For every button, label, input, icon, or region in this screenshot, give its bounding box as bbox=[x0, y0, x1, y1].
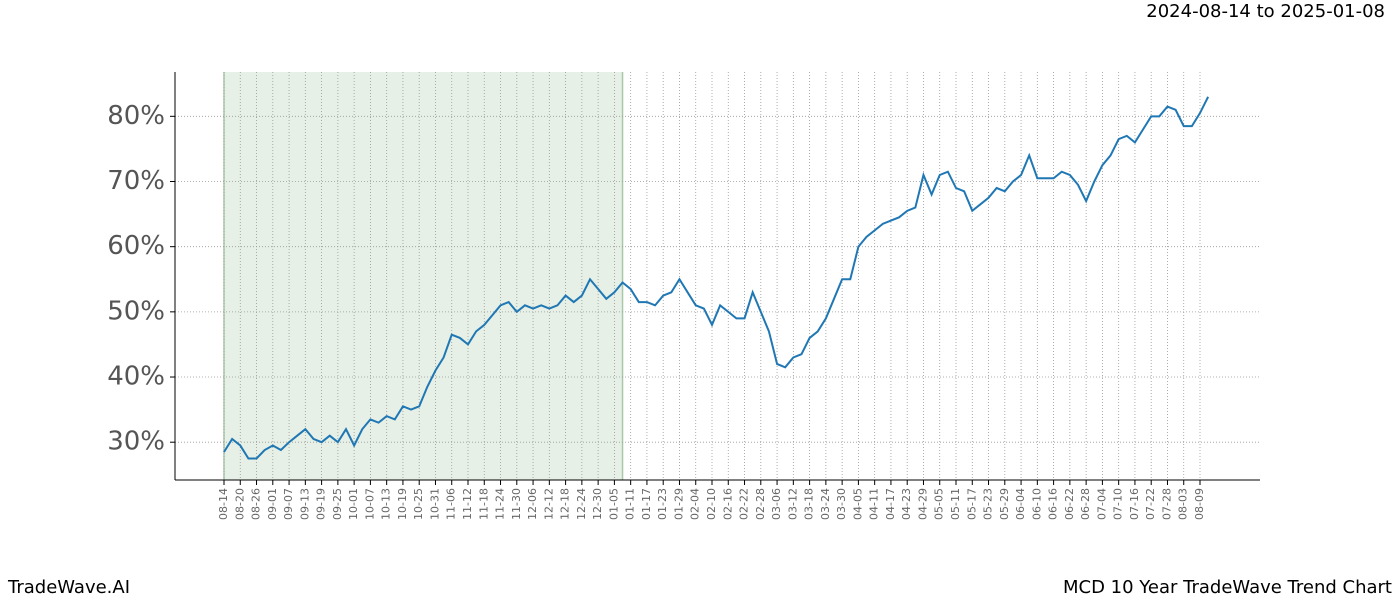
x-tick-label: 11-12 bbox=[461, 488, 474, 520]
x-tick-label: 10-07 bbox=[363, 488, 376, 520]
x-tick-label: 07-04 bbox=[1095, 488, 1108, 520]
x-tick-label: 02-22 bbox=[738, 488, 751, 520]
x-tick-label: 07-28 bbox=[1160, 488, 1173, 520]
x-tick-label: 11-30 bbox=[510, 488, 523, 520]
x-tick-label: 04-17 bbox=[884, 488, 897, 520]
x-tick-label: 12-18 bbox=[559, 488, 572, 520]
x-tick-label: 03-24 bbox=[819, 488, 832, 520]
y-tick-label: 60% bbox=[107, 231, 165, 261]
x-tick-label: 11-24 bbox=[494, 488, 507, 520]
y-tick-label: 80% bbox=[107, 101, 165, 131]
date-range: 2024-08-14 to 2025-01-08 bbox=[1146, 1, 1385, 22]
x-tick-label: 08-26 bbox=[250, 488, 263, 520]
x-tick-label: 12-06 bbox=[526, 488, 539, 520]
x-tick-label: 06-10 bbox=[1030, 488, 1043, 520]
x-tick-label: 10-19 bbox=[396, 488, 409, 520]
x-tick-label: 01-11 bbox=[624, 488, 637, 520]
x-tick-label: 09-13 bbox=[298, 488, 311, 520]
x-tick-label: 02-04 bbox=[689, 488, 702, 520]
source: TradeWave.AI bbox=[7, 577, 130, 598]
chart-title: MCD 10 Year TradeWave Trend Chart bbox=[1063, 577, 1392, 598]
y-tick-label: 50% bbox=[107, 296, 165, 326]
x-tick-label: 06-16 bbox=[1047, 488, 1060, 520]
x-tick-label: 01-23 bbox=[656, 488, 669, 520]
x-tick-label: 07-10 bbox=[1112, 488, 1125, 520]
x-tick-label: 08-03 bbox=[1177, 488, 1190, 520]
x-tick-label: 05-17 bbox=[965, 488, 978, 520]
shaded-region bbox=[224, 72, 623, 480]
x-tick-label: 10-31 bbox=[428, 488, 441, 520]
x-tick-label: 11-18 bbox=[477, 488, 490, 520]
x-tick-label: 07-16 bbox=[1128, 488, 1141, 520]
y-tick-label: 40% bbox=[107, 362, 165, 392]
x-tick-label: 06-28 bbox=[1079, 488, 1092, 520]
x-tick-label: 08-09 bbox=[1193, 488, 1206, 520]
x-tick-label: 04-23 bbox=[900, 488, 913, 520]
x-tick-label: 01-05 bbox=[607, 488, 620, 520]
y-tick-label: 70% bbox=[107, 166, 165, 196]
x-tick-label: 02-10 bbox=[705, 488, 718, 520]
x-tick-label: 10-25 bbox=[412, 488, 425, 520]
x-tick-label: 08-14 bbox=[217, 488, 230, 520]
x-tick-label: 05-05 bbox=[933, 488, 946, 520]
x-tick-label: 04-29 bbox=[916, 488, 929, 520]
x-tick-label: 03-12 bbox=[786, 488, 799, 520]
x-tick-label: 05-29 bbox=[998, 488, 1011, 520]
x-tick-label: 01-17 bbox=[640, 488, 653, 520]
x-tick-label: 10-01 bbox=[347, 488, 360, 520]
x-tick-label: 03-18 bbox=[803, 488, 816, 520]
x-tick-label: 12-24 bbox=[575, 488, 588, 520]
x-tick-label: 03-30 bbox=[835, 488, 848, 520]
x-tick-label: 09-07 bbox=[282, 488, 295, 520]
x-tick-label: 02-16 bbox=[721, 488, 734, 520]
x-tick-label: 12-30 bbox=[591, 488, 604, 520]
trend-line bbox=[223, 96, 1210, 460]
x-tick-label: 09-25 bbox=[331, 488, 344, 520]
x-tick-label: 05-11 bbox=[949, 488, 962, 520]
x-tick-label: 04-11 bbox=[868, 488, 881, 520]
x-tick-label: 09-19 bbox=[315, 488, 328, 520]
x-tick-label: 02-28 bbox=[754, 488, 767, 520]
x-tick-label: 07-22 bbox=[1144, 488, 1157, 520]
x-tick-label: 05-23 bbox=[982, 488, 995, 520]
x-tick-label: 06-22 bbox=[1063, 488, 1076, 520]
x-tick-label: 01-29 bbox=[672, 488, 685, 520]
y-tick-label: 30% bbox=[107, 427, 165, 457]
x-tick-label: 12-12 bbox=[542, 488, 555, 520]
x-tick-label: 04-05 bbox=[851, 488, 864, 520]
x-tick-label: 11-06 bbox=[445, 488, 458, 520]
x-tick-label: 06-04 bbox=[1014, 488, 1027, 520]
x-tick-label: 09-01 bbox=[266, 488, 279, 520]
x-tick-label: 03-06 bbox=[770, 488, 783, 520]
x-tick-label: 10-13 bbox=[380, 488, 393, 520]
x-tick-label: 08-20 bbox=[233, 488, 246, 520]
